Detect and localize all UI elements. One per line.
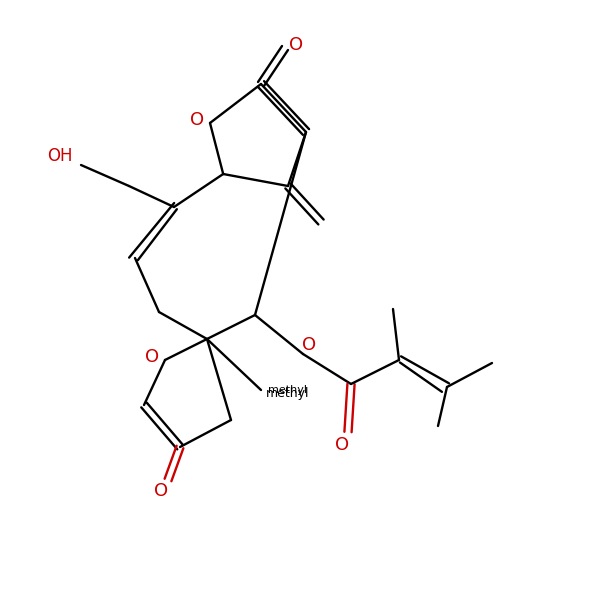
Text: methyl: methyl [266, 386, 310, 400]
Text: methyl: methyl [268, 385, 307, 395]
Text: O: O [335, 436, 349, 454]
Text: O: O [190, 111, 204, 129]
Text: O: O [154, 482, 168, 500]
Text: O: O [145, 348, 159, 366]
Text: O: O [302, 336, 316, 354]
Text: O: O [289, 36, 303, 54]
Text: OH: OH [47, 147, 73, 165]
